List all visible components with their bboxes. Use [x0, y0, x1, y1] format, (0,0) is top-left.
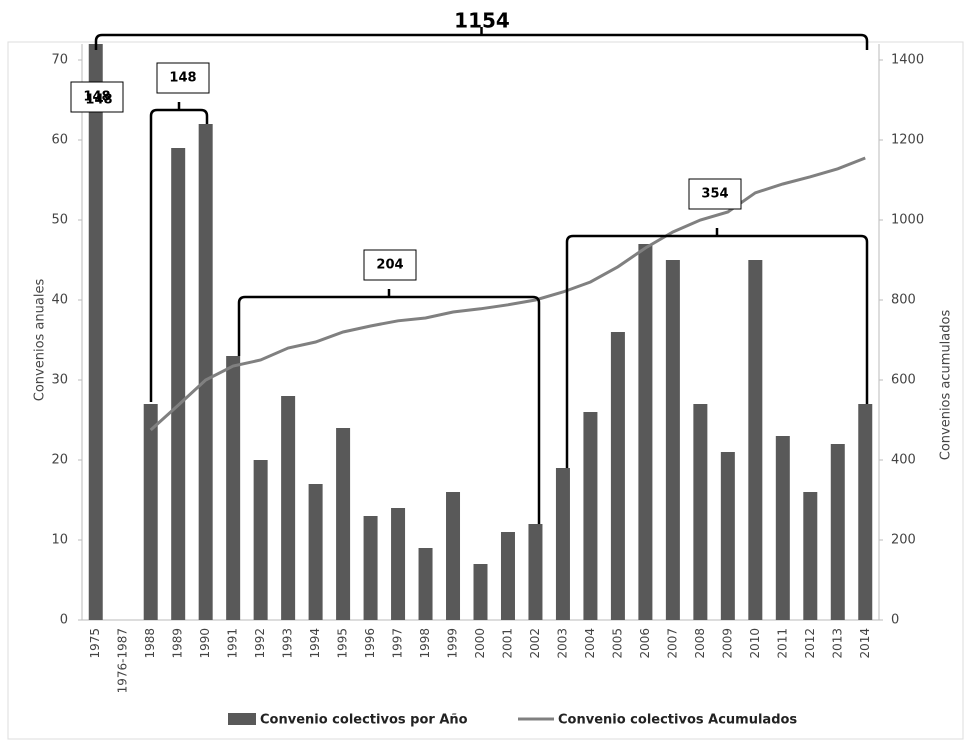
annotation: 1154: [454, 9, 510, 33]
x-tick-label: 2009: [720, 628, 734, 659]
bar: [391, 508, 406, 620]
y2-tick-label: 800: [891, 293, 916, 308]
x-tick-label: 2011: [775, 628, 789, 659]
annotation: 148: [85, 93, 112, 108]
bar: [693, 404, 708, 620]
bar: [583, 412, 598, 620]
y2-tick-label: 600: [891, 373, 916, 388]
y-tick-label: 60: [51, 133, 68, 148]
bar: [528, 524, 543, 620]
x-tick-label: 2001: [500, 628, 514, 659]
y2-axis-label: Convenios acumulados: [939, 310, 954, 461]
bar: [665, 260, 680, 620]
x-tick-label: 1995: [336, 628, 350, 659]
bar: [143, 404, 158, 620]
bracket: [149, 102, 209, 402]
annotation-box: [156, 62, 210, 94]
bar: [418, 548, 433, 620]
y-tick-label: 70: [51, 53, 68, 68]
x-tick-label: 1975: [88, 628, 102, 659]
y-tick-label: 30: [51, 373, 68, 388]
bar: [473, 564, 488, 620]
bar: [720, 452, 735, 620]
bar: [363, 516, 378, 620]
bracket: [565, 228, 869, 468]
annotation-box: [363, 249, 417, 281]
annotation: 148: [83, 90, 110, 105]
y2-tick-label: 1400: [891, 53, 924, 68]
x-tick-label: 2007: [665, 628, 679, 659]
y-tick-label: 50: [51, 213, 68, 228]
x-tick-label: 2002: [528, 628, 542, 659]
bar: [803, 492, 818, 620]
bar: [858, 404, 873, 620]
bar: [336, 428, 351, 620]
annotation: 354: [701, 187, 728, 202]
y2-tick-label: 0: [891, 613, 899, 628]
bar: [748, 260, 763, 620]
x-tick-label: 1989: [171, 628, 185, 659]
x-tick-label: 1999: [446, 628, 460, 659]
bracket: [94, 27, 869, 50]
x-tick-label: 1997: [391, 628, 405, 659]
x-tick-label: 1976-1987: [116, 628, 130, 693]
bar: [446, 492, 461, 620]
y2-tick-label: 1200: [891, 133, 924, 148]
bar: [308, 484, 323, 620]
bar: [775, 436, 790, 620]
legend-label: Convenio colectivos por Año: [260, 713, 468, 728]
y2-tick-label: 1000: [891, 213, 924, 228]
x-tick-label: 1996: [363, 628, 377, 659]
x-tick-label: 2004: [583, 628, 597, 659]
x-tick-label: 2006: [638, 628, 652, 659]
annotation: 148: [169, 71, 196, 86]
y2-tick-label: 200: [891, 533, 916, 548]
x-tick-label: 1998: [418, 628, 432, 659]
bar: [638, 244, 653, 620]
y-tick-label: 20: [51, 453, 68, 468]
bracket: [237, 289, 541, 524]
y-tick-label: 10: [51, 533, 68, 548]
x-tick-label: 2003: [555, 628, 569, 659]
x-tick-label: 1992: [253, 628, 267, 659]
x-tick-label: 2012: [803, 628, 817, 659]
bar: [830, 444, 845, 620]
x-tick-label: 1991: [226, 628, 240, 659]
x-tick-label: 1994: [308, 628, 322, 659]
y2-tick-label: 400: [891, 453, 916, 468]
x-tick-label: 2014: [858, 628, 872, 659]
y-tick-label: 40: [51, 293, 68, 308]
bar: [555, 468, 570, 620]
annotation: 204: [376, 258, 403, 273]
line: [149, 156, 866, 432]
x-tick-label: 2005: [610, 628, 624, 659]
annotation-box: [688, 178, 742, 210]
y-tick-label: 0: [60, 613, 68, 628]
x-tick-label: 1988: [143, 628, 157, 659]
chart-frame: [7, 41, 964, 740]
x-tick-label: 2013: [830, 628, 844, 659]
legend-swatch: [228, 713, 256, 725]
bar: [253, 460, 268, 620]
x-tick-label: 2010: [748, 628, 762, 659]
bar: [171, 148, 186, 620]
x-tick-label: 1990: [198, 628, 212, 659]
x-tick-label: 1993: [281, 628, 295, 659]
bar: [226, 356, 241, 620]
y-axis-label: Convenios anuales: [33, 279, 48, 402]
bar: [281, 396, 296, 620]
x-tick-label: 2008: [693, 628, 707, 659]
legend-label: Convenio colectivos Acumulados: [558, 713, 797, 728]
x-tick-label: 2000: [473, 628, 487, 659]
annotation-box: [70, 81, 124, 113]
bar: [88, 44, 103, 620]
bar: [198, 124, 213, 620]
bar: [500, 532, 515, 620]
bar: [610, 332, 625, 620]
